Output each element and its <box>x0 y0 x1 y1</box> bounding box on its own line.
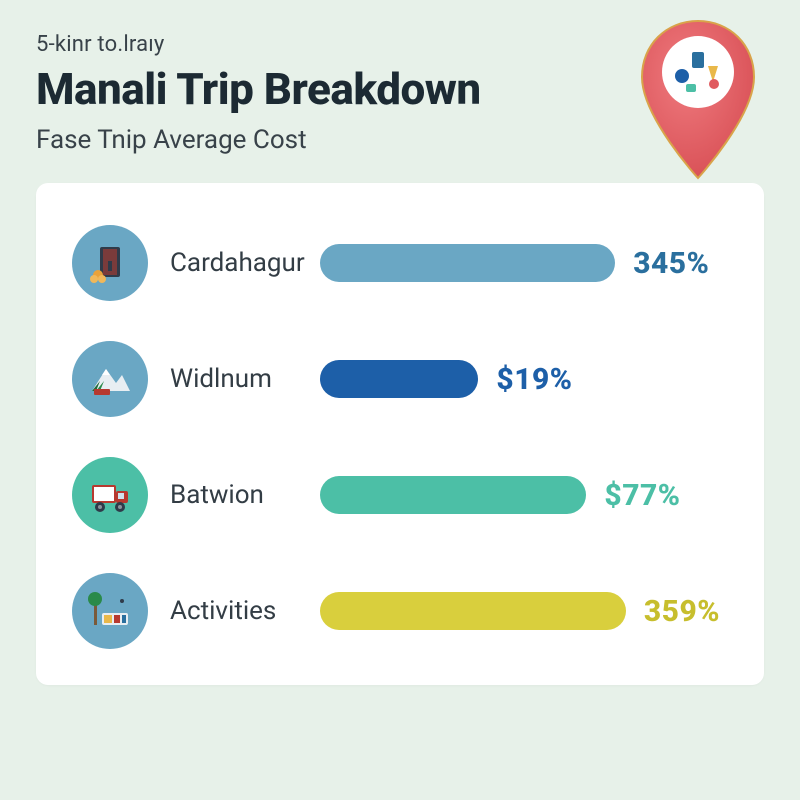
bar <box>320 592 626 630</box>
value-label: $19% <box>496 362 572 397</box>
mountain-icon <box>72 341 148 417</box>
row-label: Widlnum <box>170 364 320 394</box>
row-activities: Activities 359% <box>72 573 720 649</box>
bar <box>320 244 615 282</box>
row-label: Activities <box>170 596 320 626</box>
row-label: Batwion <box>170 480 320 510</box>
row-label: Cardahagur <box>170 248 320 278</box>
value-label: 359% <box>644 594 720 629</box>
bar-area: 359% <box>320 592 720 630</box>
bar <box>320 360 478 398</box>
row-cardahagur: Cardahagur 345% <box>72 225 720 301</box>
bar-area: $19% <box>320 360 720 398</box>
row-batwion: Batwion $77% <box>72 457 720 533</box>
bar-area: 345% <box>320 244 720 282</box>
breakdown-card: Cardahagur 345% Widlnum $19% <box>36 183 764 685</box>
value-label: $77% <box>604 478 680 513</box>
value-label: 345% <box>633 246 709 281</box>
bar <box>320 476 586 514</box>
lodging-icon <box>72 225 148 301</box>
bar-area: $77% <box>320 476 720 514</box>
truck-icon <box>72 457 148 533</box>
row-widlnum: Widlnum $19% <box>72 341 720 417</box>
map-pin-icon <box>638 18 758 183</box>
activities-icon <box>72 573 148 649</box>
page-root: 5-kinr to.lraıy Manali Trip Breakdown Fa… <box>0 0 800 800</box>
